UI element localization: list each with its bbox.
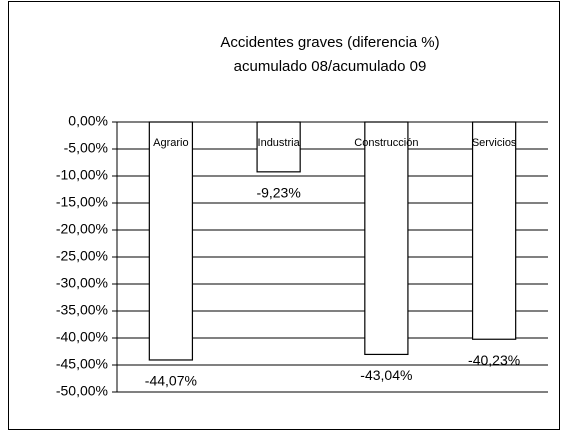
x-tick-label: Construcción — [354, 137, 418, 149]
bar — [256, 121, 301, 173]
y-tick-label: -50,00% — [56, 383, 108, 399]
chart-frame — [8, 1, 560, 430]
y-tick-label: -5,00% — [64, 140, 108, 156]
x-tick-label: Servicios — [472, 137, 517, 149]
y-tick-label: -30,00% — [56, 275, 108, 291]
bar — [364, 121, 409, 356]
y-tick-label: -10,00% — [56, 167, 108, 183]
y-tick-label: -15,00% — [56, 194, 108, 210]
x-tick-label: Industria — [258, 137, 301, 149]
chart-title: acumulado 08/acumulado 09 — [234, 58, 427, 75]
data-label: -40,23% — [468, 352, 520, 368]
data-label: -9,23% — [256, 185, 300, 201]
data-label: -43,04% — [360, 367, 412, 383]
y-tick-label: -25,00% — [56, 248, 108, 264]
y-tick-label: -40,00% — [56, 329, 108, 345]
bar — [471, 121, 517, 340]
chart-title: Accidentes graves (diferencia %) — [220, 34, 439, 51]
y-tick-label: -35,00% — [56, 302, 108, 318]
bar — [148, 121, 194, 361]
y-tick-label: 0,00% — [68, 113, 108, 129]
y-tick-label: -20,00% — [56, 221, 108, 237]
y-tick-label: -45,00% — [56, 356, 108, 372]
x-tick-label: Agrario — [153, 137, 188, 149]
data-label: -44,07% — [145, 373, 197, 389]
